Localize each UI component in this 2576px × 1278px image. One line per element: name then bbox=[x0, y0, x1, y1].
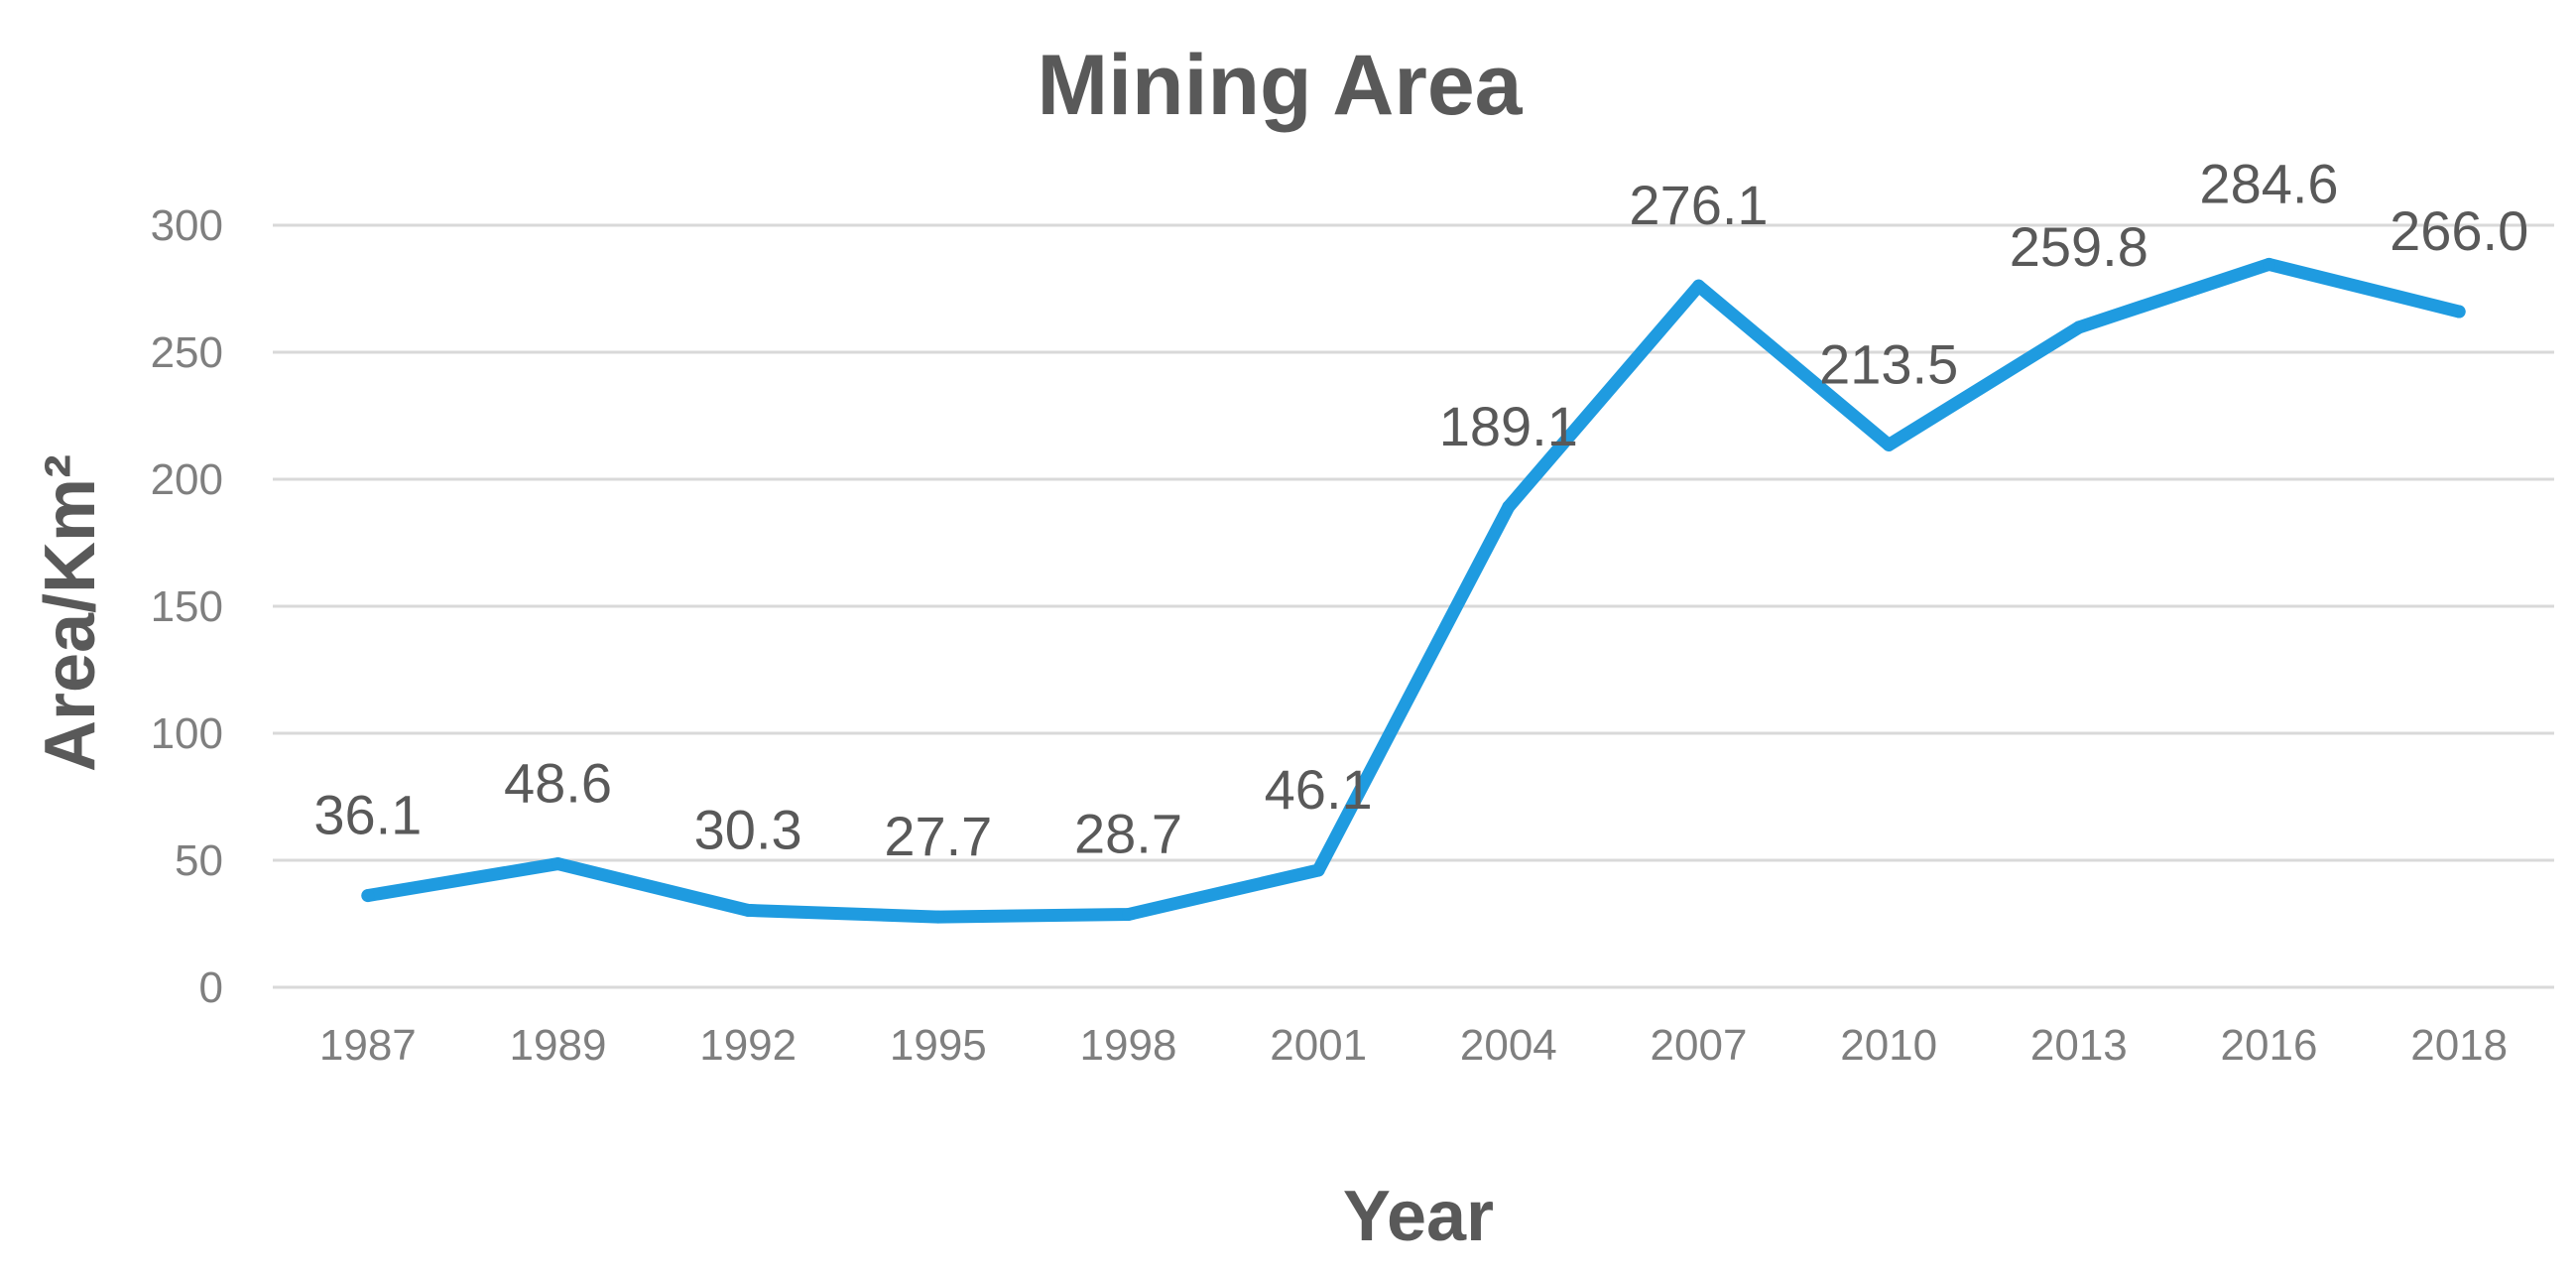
y-tick-label: 250 bbox=[151, 328, 223, 377]
data-label: 28.7 bbox=[1074, 803, 1182, 865]
x-tick-label: 1992 bbox=[699, 1021, 797, 1070]
series-line bbox=[361, 257, 2466, 924]
data-point bbox=[1882, 438, 1896, 451]
gridlines bbox=[273, 223, 2554, 989]
data-label: 27.7 bbox=[884, 805, 992, 867]
data-point bbox=[2263, 257, 2275, 271]
y-axis-title: Area/Km² bbox=[31, 454, 110, 772]
x-axis-ticks: 1987 1989 1992 1995 1998 2001 2004 2007 2010 2013… bbox=[319, 1021, 2508, 1070]
x-tick-label: 2007 bbox=[1651, 1021, 1748, 1070]
data-label: 276.1 bbox=[1629, 174, 1768, 236]
data-point bbox=[1122, 908, 1135, 922]
data-point bbox=[931, 910, 945, 924]
data-point bbox=[1692, 279, 1705, 293]
x-tick-label: 1995 bbox=[890, 1021, 987, 1070]
chart-title: Mining Area bbox=[1038, 38, 1524, 133]
data-label: 266.0 bbox=[2390, 199, 2528, 262]
data-point bbox=[2452, 305, 2466, 319]
data-label: 284.6 bbox=[2199, 152, 2338, 214]
data-point bbox=[1502, 500, 1516, 514]
data-label: 36.1 bbox=[313, 784, 422, 846]
x-tick-label: 2004 bbox=[1460, 1021, 1557, 1070]
y-tick-label: 50 bbox=[175, 836, 223, 885]
series-layer bbox=[361, 257, 2466, 924]
data-point bbox=[1311, 863, 1325, 877]
data-labels: 36.1 48.6 30.3 27.7 28.7 46.1 189.1 276.1 213.5 2… bbox=[313, 152, 2528, 867]
data-point bbox=[361, 889, 375, 903]
x-tick-label: 1998 bbox=[1080, 1021, 1177, 1070]
data-label: 46.1 bbox=[1265, 758, 1373, 821]
data-label: 30.3 bbox=[694, 798, 802, 860]
y-axis-ticks: 0 50 100 150 200 250 300 bbox=[151, 201, 223, 1012]
data-label: 259.8 bbox=[2010, 215, 2148, 278]
x-tick-label: 2016 bbox=[2221, 1021, 2318, 1070]
data-label: 48.6 bbox=[504, 752, 612, 815]
x-axis-title: Year bbox=[1343, 1177, 1494, 1256]
x-tick-label: 2013 bbox=[2030, 1021, 2128, 1070]
data-label: 213.5 bbox=[1819, 332, 1958, 395]
x-tick-label: 2018 bbox=[2410, 1021, 2508, 1070]
x-tick-label: 2010 bbox=[1840, 1021, 1937, 1070]
y-tick-label: 200 bbox=[151, 455, 223, 504]
data-point bbox=[741, 903, 755, 917]
data-point bbox=[552, 857, 564, 871]
y-tick-label: 100 bbox=[151, 709, 223, 758]
x-tick-label: 1987 bbox=[319, 1021, 417, 1070]
data-point bbox=[2072, 320, 2086, 334]
data-label: 189.1 bbox=[1439, 395, 1578, 457]
y-tick-label: 150 bbox=[151, 582, 223, 631]
x-tick-label: 1989 bbox=[510, 1021, 607, 1070]
y-tick-label: 300 bbox=[151, 201, 223, 250]
y-tick-label: 0 bbox=[199, 963, 223, 1012]
x-tick-label: 2001 bbox=[1270, 1021, 1367, 1070]
